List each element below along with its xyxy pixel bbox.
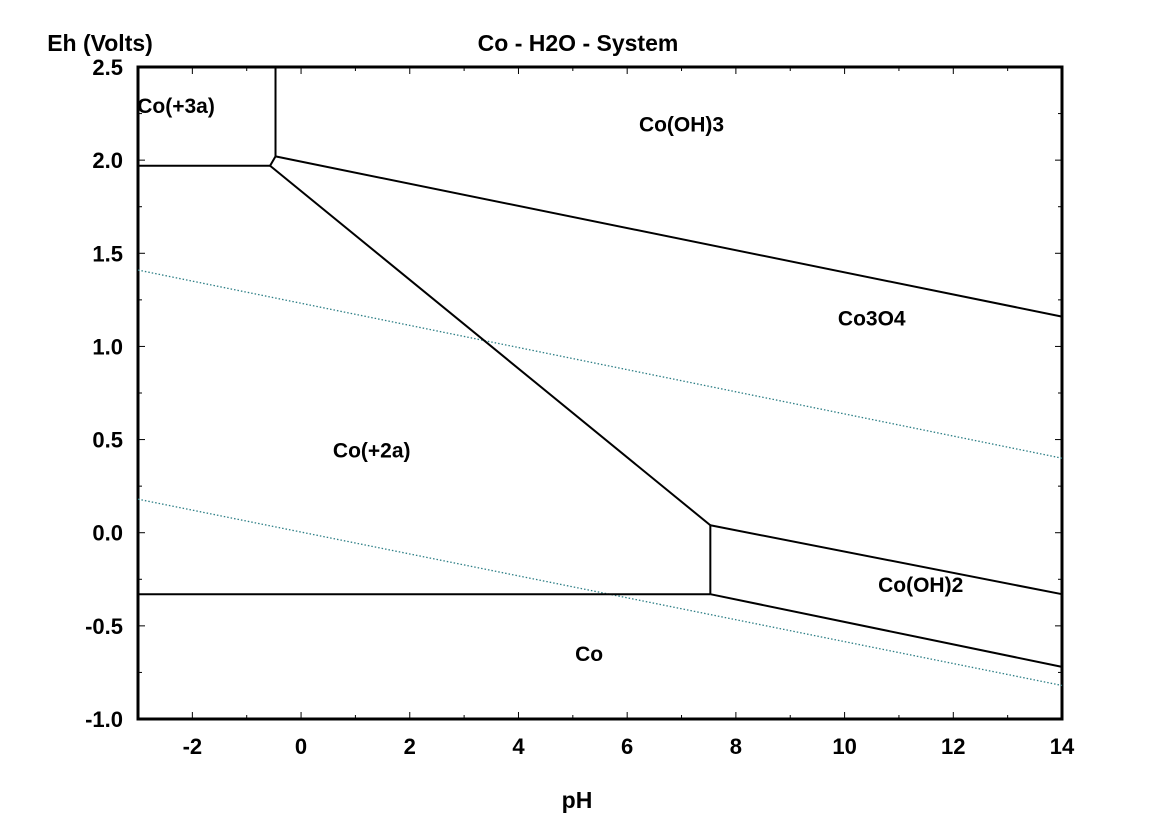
phase-boundary-line bbox=[275, 155, 1063, 318]
phase-boundary-line bbox=[269, 164, 711, 527]
y-tick-label: 2.0 bbox=[92, 148, 123, 173]
y-axis-title: Eh (Volts) bbox=[47, 30, 153, 56]
x-tick-label: 8 bbox=[730, 734, 742, 759]
x-axis-title: pH bbox=[562, 787, 593, 813]
region-label: Co(+3a) bbox=[137, 95, 215, 118]
region-label: Co(OH)3 bbox=[639, 114, 724, 137]
y-tick-label: 2.5 bbox=[92, 55, 123, 80]
region-label: Co3O4 bbox=[838, 307, 906, 330]
y-tick-label: 0.5 bbox=[92, 428, 123, 453]
x-tick-label: 0 bbox=[295, 734, 307, 759]
region-label: Co(OH)2 bbox=[878, 574, 963, 597]
x-tick-label: -2 bbox=[183, 734, 203, 759]
x-tick-label: 12 bbox=[941, 734, 965, 759]
x-tick-label: 14 bbox=[1050, 734, 1075, 759]
plot-area: -2 0 2 4 6 8 10 12 14 -1.0 -0.5 0.0 0.5 1.0 1.5 2.0 2.5 C… bbox=[85, 55, 1075, 759]
water-stability-line bbox=[137, 498, 1063, 687]
phase-boundary-line bbox=[710, 593, 1063, 668]
y-tick-label: 1.0 bbox=[92, 334, 123, 359]
plot-frame bbox=[136, 65, 1064, 721]
phase-boundary-line bbox=[269, 155, 277, 167]
y-tick-label: -1.0 bbox=[85, 707, 123, 732]
x-tick-label: 6 bbox=[621, 734, 633, 759]
x-tick-label: 2 bbox=[404, 734, 416, 759]
y-tick-label: -0.5 bbox=[85, 614, 123, 639]
chart-title: Co - H2O - System bbox=[478, 30, 679, 56]
y-tick-label: 0.0 bbox=[92, 521, 123, 546]
region-label: Co(+2a) bbox=[333, 440, 411, 463]
region-label: Co bbox=[575, 643, 603, 666]
phase-boundary-line bbox=[710, 524, 1063, 596]
y-tick-label: 1.5 bbox=[92, 241, 123, 266]
x-tick-label: 10 bbox=[832, 734, 856, 759]
x-tick-label: 4 bbox=[512, 734, 525, 759]
water-stability-line bbox=[137, 269, 1063, 459]
